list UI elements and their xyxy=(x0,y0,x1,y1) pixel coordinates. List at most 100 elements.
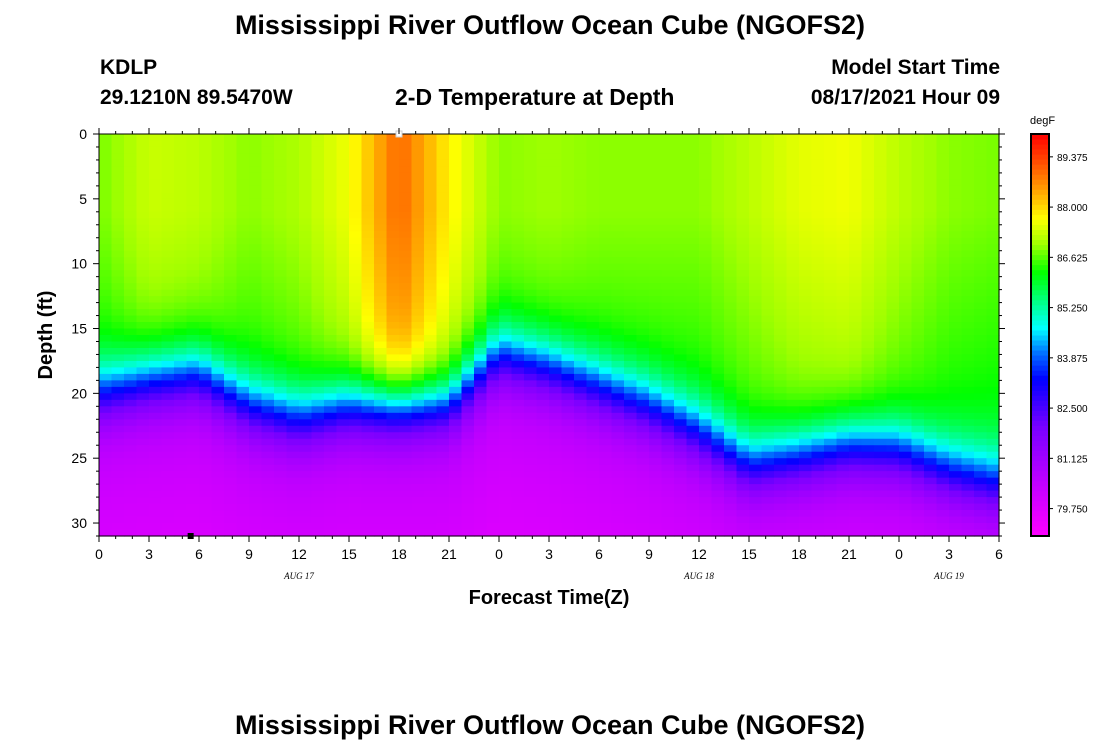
heatmap-cell xyxy=(399,315,413,323)
heatmap-cell xyxy=(186,503,200,511)
heatmap-cell xyxy=(411,425,425,433)
heatmap-cell xyxy=(599,211,613,219)
heatmap-cell xyxy=(886,380,900,388)
heatmap-cell xyxy=(886,283,900,291)
heatmap-cell xyxy=(161,516,175,524)
heatmap-cell xyxy=(199,523,213,531)
heatmap-cell xyxy=(911,438,925,446)
heatmap-cell xyxy=(149,166,163,174)
heatmap-cell xyxy=(561,237,575,245)
heatmap-cell xyxy=(899,159,913,168)
heatmap-cell xyxy=(674,205,688,213)
heatmap-cell xyxy=(949,497,963,505)
heatmap-cell xyxy=(161,341,175,349)
heatmap-cell xyxy=(486,503,500,511)
heatmap-cell xyxy=(124,438,138,446)
heatmap-cell xyxy=(824,347,838,356)
heatmap-cell xyxy=(224,490,238,498)
heatmap-cell xyxy=(986,250,1000,258)
heatmap-cell xyxy=(324,153,338,161)
heatmap-cell xyxy=(786,373,800,381)
heatmap-cell xyxy=(924,497,938,505)
heatmap-cell xyxy=(724,471,738,479)
heatmap-cell xyxy=(424,322,438,330)
heatmap-cell xyxy=(561,484,575,492)
heatmap-cell xyxy=(686,360,700,369)
heatmap-cell xyxy=(336,270,350,278)
heatmap-cell xyxy=(99,458,113,466)
heatmap-cell xyxy=(236,360,250,369)
heatmap-cell xyxy=(724,477,738,485)
heatmap-cell xyxy=(499,425,513,433)
heatmap-cell xyxy=(136,218,150,226)
heatmap-cell xyxy=(124,179,138,187)
heatmap-cell xyxy=(174,205,188,213)
heatmap-cell xyxy=(699,510,713,518)
heatmap-cell xyxy=(736,309,750,317)
heatmap-cell xyxy=(324,373,338,381)
heatmap-cell xyxy=(336,296,350,304)
heatmap-cell xyxy=(724,445,738,453)
heatmap-cell xyxy=(961,224,975,232)
heatmap-cell xyxy=(474,529,488,537)
heatmap-cell xyxy=(386,283,400,291)
heatmap-cell xyxy=(686,451,700,459)
heatmap-cell xyxy=(324,432,338,440)
heatmap-cell xyxy=(761,146,775,155)
heatmap-cell xyxy=(986,386,1000,394)
heatmap-cell xyxy=(461,425,475,433)
heatmap-cell xyxy=(574,523,588,531)
heatmap-cell xyxy=(624,276,638,284)
heatmap-cell xyxy=(599,516,613,524)
heatmap-cell xyxy=(586,179,600,187)
heatmap-cell xyxy=(599,328,613,336)
heatmap-cell xyxy=(111,315,125,323)
heatmap-cell xyxy=(286,185,300,193)
heatmap-cell xyxy=(536,185,550,193)
heatmap-cell xyxy=(311,140,325,148)
heatmap-cell xyxy=(99,328,113,336)
heatmap-cell xyxy=(674,341,688,349)
heatmap-cell xyxy=(136,172,150,180)
heatmap-cell xyxy=(411,140,425,148)
heatmap-cell xyxy=(299,146,313,155)
heatmap-cell xyxy=(699,211,713,219)
heatmap-cell xyxy=(411,276,425,284)
heatmap-cell xyxy=(311,438,325,446)
heatmap-cell xyxy=(949,257,963,265)
heatmap-cell xyxy=(186,283,200,291)
heatmap-cell xyxy=(311,380,325,388)
heatmap-cell xyxy=(636,224,650,232)
heatmap-cell xyxy=(661,399,675,407)
heatmap-cell xyxy=(299,244,313,252)
heatmap-cell xyxy=(111,464,125,472)
heatmap-cell xyxy=(924,328,938,336)
heatmap-cell xyxy=(674,296,688,304)
heatmap-cell xyxy=(99,341,113,349)
heatmap-cell xyxy=(736,484,750,492)
heatmap-cell xyxy=(136,516,150,524)
heatmap-cell xyxy=(449,354,463,362)
heatmap-cell xyxy=(611,373,625,381)
heatmap-cell xyxy=(611,257,625,265)
heatmap-cell xyxy=(249,471,263,479)
heatmap-cell xyxy=(499,458,513,466)
heatmap-cell xyxy=(174,335,188,343)
heatmap-cell xyxy=(936,523,950,531)
heatmap-cell xyxy=(599,218,613,226)
heatmap-cell xyxy=(874,393,888,401)
heatmap-cell xyxy=(386,237,400,245)
heatmap-cell xyxy=(736,263,750,271)
heatmap-cell xyxy=(286,373,300,381)
heatmap-cell xyxy=(524,205,538,213)
heatmap-cell xyxy=(624,412,638,420)
heatmap-cell xyxy=(211,159,225,168)
heatmap-cell xyxy=(561,159,575,168)
heatmap-cell xyxy=(711,503,725,511)
heatmap-cell xyxy=(249,263,263,271)
heatmap-cell xyxy=(599,276,613,284)
heatmap-cell xyxy=(486,399,500,407)
heatmap-cell xyxy=(986,237,1000,245)
heatmap-cell xyxy=(236,471,250,479)
heatmap-cell xyxy=(199,283,213,291)
